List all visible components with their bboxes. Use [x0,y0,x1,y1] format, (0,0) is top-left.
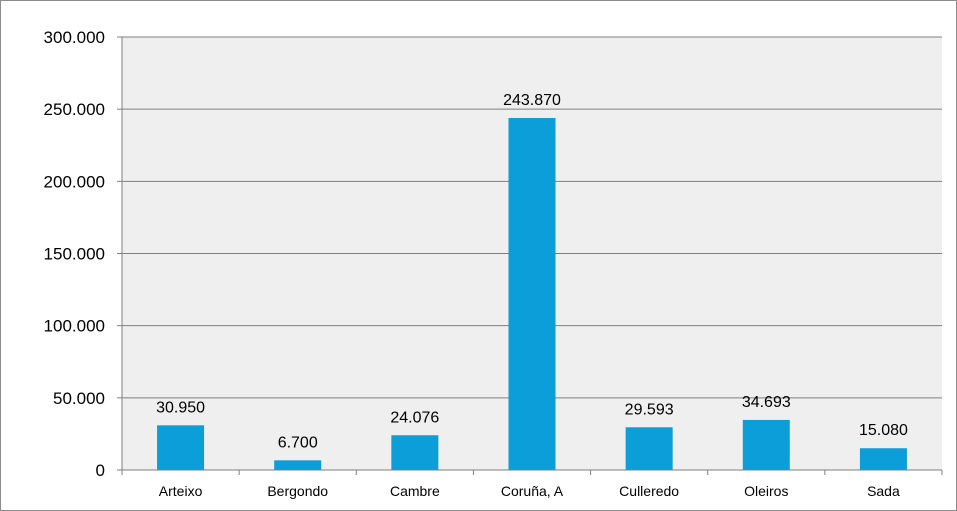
data-label: 243.870 [503,92,561,109]
y-tick-label: 0 [96,461,105,480]
data-label: 6.700 [278,434,318,451]
x-category-label: Oleiros [744,483,788,499]
bar[interactable] [274,460,322,470]
data-label: 29.593 [625,401,674,418]
x-category-label: Sada [867,483,900,499]
bar[interactable] [625,427,673,470]
x-category-label: Culleredo [619,483,679,499]
y-tick-label: 200.000 [44,172,105,191]
y-tick-label: 300.000 [44,28,105,47]
x-category-label: Bergondo [267,483,328,499]
y-tick-label: 250.000 [44,100,105,119]
bar[interactable] [391,435,439,470]
data-label: 15.080 [859,422,908,439]
x-category-label: Cambre [390,483,440,499]
y-tick-label: 50.000 [53,389,105,408]
data-label: 34.693 [742,394,791,411]
bar[interactable] [859,448,907,470]
y-tick-label: 150.000 [44,245,105,264]
bar[interactable] [157,425,205,470]
x-category-label: Arteixo [159,483,203,499]
bar[interactable] [508,118,556,471]
bar[interactable] [742,419,790,470]
x-category-label: Coruña, A [501,483,564,499]
data-label: 24.076 [390,409,439,426]
y-tick-label: 100.000 [44,317,105,336]
data-label: 30.950 [156,399,205,416]
